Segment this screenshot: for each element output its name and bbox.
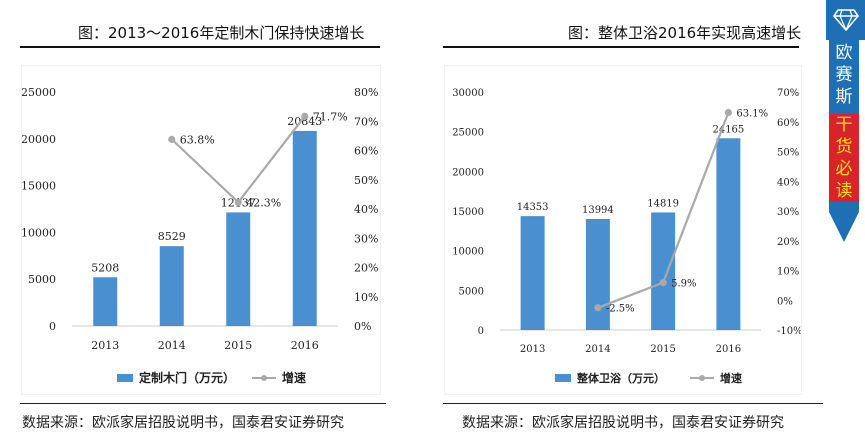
bar [520,216,545,330]
legend-swatch-bars [555,374,571,382]
badge-char: 赛 [835,65,853,85]
growth-label: 63.1% [736,109,768,120]
y-right-tick-label: 50% [354,174,378,187]
growth-point [724,108,732,117]
x-tick-label: 2014 [585,344,610,355]
y-right-tick-label: 30% [354,232,378,245]
left-source-rule [20,403,386,404]
y-left-tick-label: 25000 [22,86,56,99]
right-source-note: 数据来源：欧派家居招股说明书，国泰君安证券研究 [462,415,784,431]
y-left-tick-label: 20000 [452,167,484,178]
left-source-note: 数据来源：欧派家居招股说明书，国泰君安证券研究 [22,415,344,431]
bar-value-label: 8529 [158,230,186,243]
y-right-tick-label: 30% [777,207,799,218]
growth-line [170,115,306,204]
y-right-tick-label: 20% [354,262,378,275]
legend-label: 增速 [282,370,306,385]
y-right-tick-label: 60% [777,118,799,129]
left-chart-title: 图：2013～2016年定制木门保持快速增长 [78,24,365,42]
growth-label: 63.8% [180,133,215,146]
growth-label: 42.3% [246,196,281,209]
legend-label: 定制木门（万元） [139,370,235,385]
right-chart-title: 图：整体卫浴2016年实现高速增长 [568,24,802,42]
bar [651,212,676,330]
right-source-rule [443,403,823,404]
bar [159,246,184,326]
diamond-icon [832,9,859,31]
y-right-tick-label: 10% [777,267,799,278]
left-title-rule [20,46,380,48]
growth-point [168,135,176,143]
x-tick-label: 2013 [91,339,119,352]
x-tick-label: 2014 [158,339,186,352]
growth-point [594,304,602,312]
x-tick-label: 2016 [291,339,319,352]
growth-label: -2.5% [606,304,635,315]
y-left-tick-label: 0 [478,326,484,337]
badge-char: 欧 [835,43,853,63]
badge-char: 必 [829,158,859,180]
bar [226,212,251,326]
badge-char: 斯 [835,87,853,107]
y-left-tick-label: 15000 [452,207,484,218]
growth-point [301,112,309,120]
y-left-tick-label: 25000 [452,128,484,139]
bar [585,218,610,330]
legend-swatch-marker [699,375,705,381]
left-chart-area: 0 5000 10000 15000 20000 25000 0% 10% 20% 30% 40% 5… [21,66,380,394]
growth-label: 71.7% [313,110,348,123]
right-title-rule [443,46,799,48]
legend-swatch-bars [117,374,133,382]
y-left-tick-label: 5000 [459,286,484,297]
badge-char: 干 [829,114,859,136]
growth-point [659,279,667,287]
y-right-tick-label: -10% [777,326,801,337]
y-left-tick-label: 30000 [452,88,484,99]
legend-label: 增速 [720,371,742,385]
x-tick-label: 2015 [224,339,252,352]
x-tick-label: 2016 [716,344,741,355]
y-right-tick-label: 40% [777,177,799,188]
bar-value-label: 5208 [91,261,119,274]
y-left-tick-label: 5000 [28,273,56,286]
y-right-tick-label: 10% [354,291,378,304]
bar-value-label: 14353 [517,202,549,213]
bar [93,277,118,326]
right-chart-area: 0 5000 10000 15000 20000 25000 30000 -10% 0% 10% 2… [445,66,803,394]
bar-value-label: 24165 [712,124,744,135]
bar [716,138,741,330]
x-tick-label: 2015 [650,344,675,355]
bar-value-label: 20843 [287,115,322,128]
y-left-tick-label: 10000 [22,226,56,239]
y-right-tick-label: 60% [354,145,378,158]
badge-char: 货 [829,136,859,158]
badge-header [826,0,865,40]
growth-label: 5.9% [671,279,696,290]
badge-char: 读 [829,180,859,202]
y-right-tick-label: 20% [777,237,799,248]
y-right-tick-label: 0% [354,320,371,333]
y-right-tick-label: 0% [777,296,793,307]
left-chart: 0 5000 10000 15000 20000 25000 0% 10% 20% 30% 40% 5… [21,86,378,385]
y-left-tick-label: 15000 [22,180,56,193]
badge-tail [829,212,859,242]
y-right-tick-label: 80% [354,86,378,99]
y-right-tick-label: 70% [777,88,799,99]
legend-label: 整体卫浴（万元） [576,371,665,385]
y-left-tick-label: 10000 [452,247,484,258]
y-right-tick-label: 50% [777,148,799,159]
y-right-tick-label: 70% [354,115,378,128]
y-left-tick-label: 0 [49,320,56,333]
legend-swatch-marker [261,375,267,381]
promo-badge: 欧 赛 斯 干 货 必 读 [826,0,865,250]
bar [292,130,317,326]
y-left-tick-label: 20000 [22,133,56,146]
badge-text-column: 欧 赛 斯 干 货 必 读 [829,40,859,212]
bar-value-label: 14819 [647,198,679,209]
right-chart: 0 5000 10000 15000 20000 25000 30000 -10% 0% 10% 2… [452,88,802,385]
x-tick-label: 2013 [520,344,545,355]
growth-point [234,198,242,206]
y-right-tick-label: 40% [354,203,378,216]
bar-value-label: 13994 [582,205,614,216]
